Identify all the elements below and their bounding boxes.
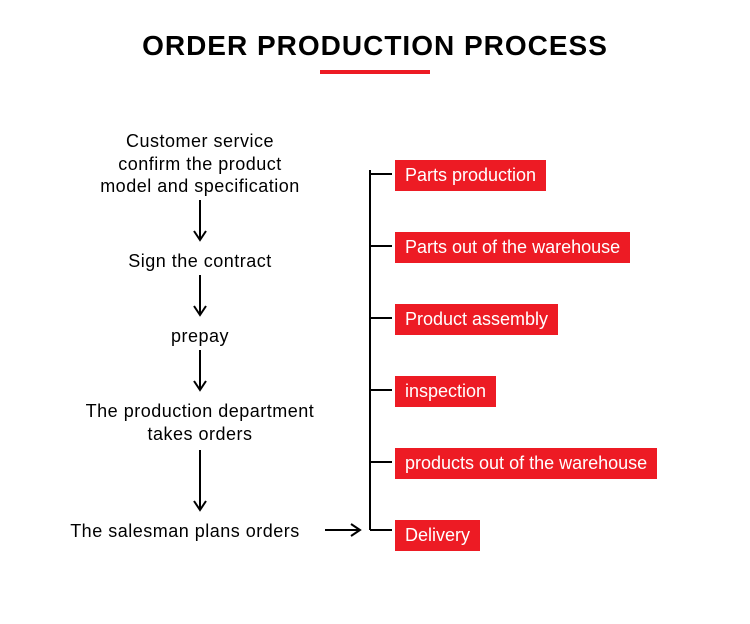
box-assembly: Product assembly [395, 304, 558, 335]
step-salesman: The salesman plans orders [35, 520, 335, 543]
step-confirm: Customer serviceconfirm the productmodel… [75, 130, 325, 198]
step-sign: Sign the contract [100, 250, 300, 273]
title-underline [320, 70, 430, 74]
diagram-canvas: Customer serviceconfirm the productmodel… [0, 130, 750, 610]
box-products-out: products out of the warehouse [395, 448, 657, 479]
box-parts-production: Parts production [395, 160, 546, 191]
box-parts-out: Parts out of the warehouse [395, 232, 630, 263]
step-production: The production departmenttakes orders [60, 400, 340, 445]
page-title: ORDER PRODUCTION PROCESS [142, 30, 608, 62]
title-block: ORDER PRODUCTION PROCESS [0, 0, 750, 74]
step-prepay: prepay [140, 325, 260, 348]
box-delivery: Delivery [395, 520, 480, 551]
box-inspection: inspection [395, 376, 496, 407]
